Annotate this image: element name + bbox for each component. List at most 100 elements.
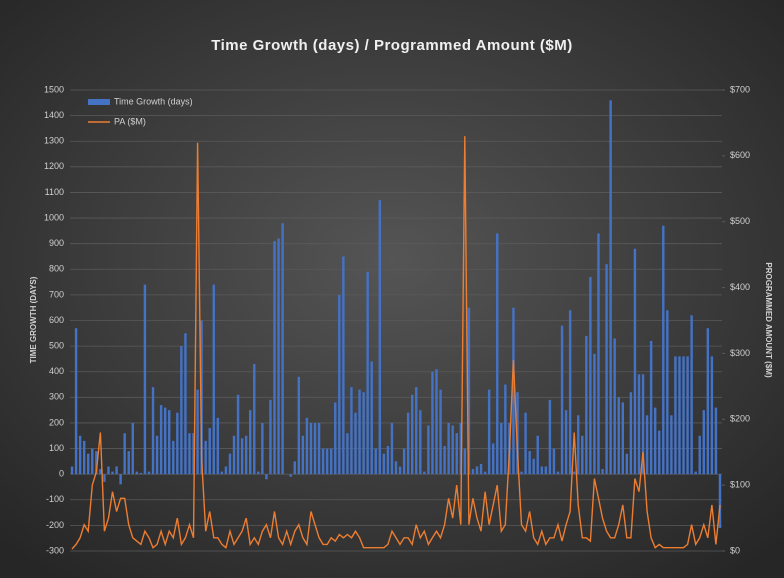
line — [71, 136, 721, 550]
bar — [91, 448, 94, 475]
bar — [662, 225, 665, 475]
bar — [406, 412, 410, 475]
y-tick-label: 1400 — [44, 110, 64, 120]
bar — [366, 271, 369, 475]
bar — [127, 451, 130, 475]
bar — [172, 440, 175, 475]
y2-tick-label: $100 — [730, 480, 750, 490]
bar — [718, 474, 722, 528]
bar — [714, 407, 718, 475]
bar — [111, 471, 114, 475]
bar — [370, 361, 373, 475]
bar — [585, 335, 588, 475]
bar — [398, 466, 402, 475]
bar — [487, 389, 491, 475]
bar — [378, 200, 382, 475]
bar — [690, 315, 693, 475]
bar — [532, 458, 535, 475]
bar — [184, 333, 187, 475]
y-axis-label: TIME GROWTH (DAYS) — [29, 276, 38, 363]
bar — [350, 387, 353, 475]
bar — [410, 394, 414, 475]
bar — [516, 392, 519, 475]
bar — [390, 422, 394, 475]
y-tick-label: -100 — [46, 494, 64, 504]
bar — [548, 399, 552, 475]
y-tick-label: 500 — [49, 340, 64, 350]
bar — [95, 451, 98, 475]
bar — [362, 392, 365, 475]
bar — [212, 284, 215, 475]
bar — [702, 410, 705, 475]
y-tick-label: 800 — [49, 264, 64, 274]
bar — [581, 435, 584, 475]
bar — [196, 389, 199, 475]
bar — [629, 392, 633, 475]
bar — [143, 284, 147, 475]
bar — [605, 264, 608, 475]
bar — [382, 453, 386, 475]
bar — [621, 402, 624, 475]
bar — [261, 422, 264, 475]
bar — [269, 399, 272, 475]
bar — [151, 387, 155, 475]
y-tick-label: 1500 — [44, 84, 64, 94]
bar — [180, 346, 183, 475]
bar — [649, 340, 653, 475]
y2-tick-label: $700 — [730, 84, 750, 94]
bar — [431, 371, 434, 475]
bar — [220, 471, 224, 475]
bar — [317, 422, 321, 475]
y-tick-label: 1100 — [45, 187, 64, 197]
bar — [633, 248, 637, 475]
bar — [564, 410, 568, 475]
bar — [163, 407, 167, 475]
bar — [147, 471, 151, 475]
bar — [415, 387, 418, 475]
bar — [475, 466, 479, 475]
bar — [479, 463, 483, 475]
bar — [277, 238, 280, 475]
bar — [577, 415, 580, 475]
bar — [589, 276, 592, 475]
bar — [455, 433, 458, 475]
bar — [78, 435, 82, 475]
y-tick-label: 200 — [49, 417, 64, 427]
bar — [694, 471, 697, 475]
bar — [232, 435, 236, 475]
bar — [103, 474, 106, 482]
bar — [500, 422, 503, 475]
y-tick-label: -200 — [46, 520, 64, 530]
bar — [321, 448, 325, 475]
bar — [451, 425, 454, 475]
bar — [682, 356, 685, 475]
bar — [686, 356, 689, 475]
bar — [309, 422, 313, 475]
bar — [641, 374, 645, 475]
bar — [459, 422, 463, 475]
bar — [139, 472, 143, 475]
y2-tick-label: $200 — [730, 414, 750, 424]
bar — [678, 356, 681, 475]
bar — [301, 435, 305, 475]
bar — [216, 417, 220, 475]
bar — [244, 435, 248, 475]
bar — [281, 223, 284, 475]
y-tick-label: 1000 — [44, 212, 64, 222]
bar — [645, 415, 649, 475]
y-tick-label: 0 — [59, 469, 64, 479]
bar — [208, 428, 211, 475]
bar — [467, 307, 471, 475]
y2-tick-label: $0 — [730, 545, 740, 555]
y-tick-label: -300 — [46, 545, 64, 555]
bar — [394, 461, 398, 475]
bar — [188, 433, 191, 475]
bar — [560, 325, 564, 475]
bar — [228, 453, 232, 475]
bar — [568, 310, 572, 475]
y2-tick-label: $500 — [730, 216, 750, 226]
bar — [439, 389, 442, 475]
bar — [334, 402, 337, 475]
bar — [427, 425, 430, 475]
bar — [552, 448, 556, 475]
